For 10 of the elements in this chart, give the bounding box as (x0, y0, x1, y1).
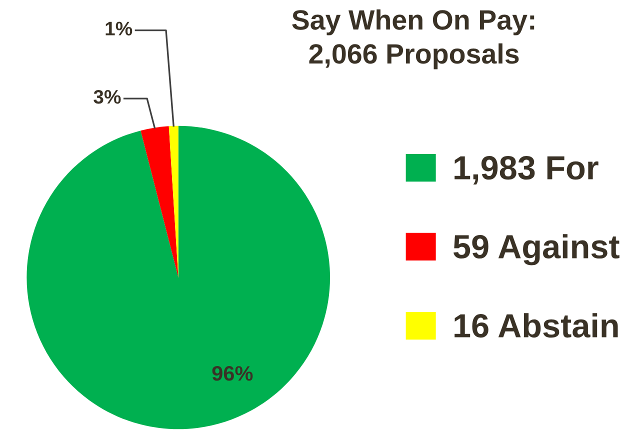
legend-label: 1,983 For (454, 156, 598, 184)
legend-label: 59 Against (454, 234, 620, 266)
data-label: 1% (106, 22, 132, 36)
pie-slice (168, 126, 178, 278)
data-label: 3% (94, 90, 121, 104)
data-label: 96% (212, 366, 253, 381)
legend-label: 16 Abstain (454, 313, 618, 338)
chart-title: Say When On Pay: 2,066 Proposals (292, 9, 534, 70)
pie-slice (26, 126, 330, 430)
pie-slice (140, 126, 178, 278)
